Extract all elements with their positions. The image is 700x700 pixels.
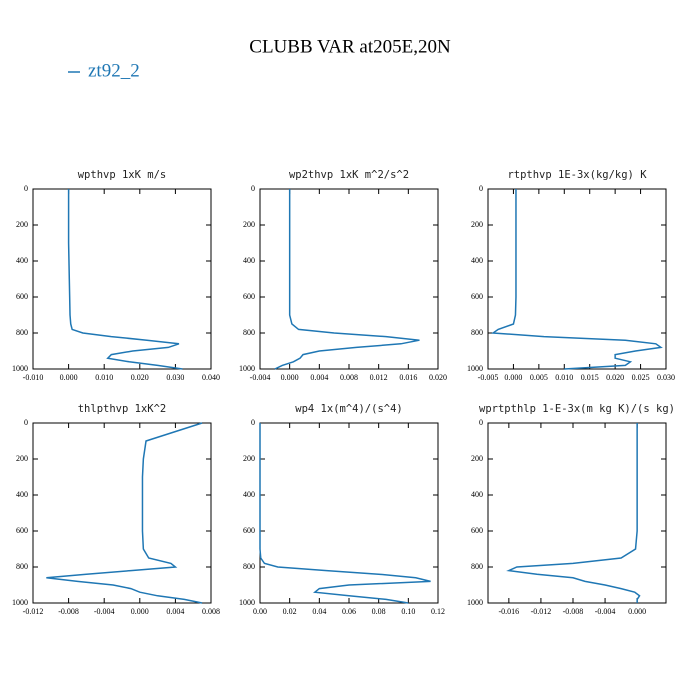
y-tick-label: 0: [479, 184, 483, 193]
x-tick-label: -0.008: [563, 607, 584, 616]
y-tick-label: 800: [471, 562, 483, 571]
x-tick-label: 0.030: [166, 373, 184, 382]
x-tick-label: 0.040: [202, 373, 220, 382]
x-tick-label: -0.005: [478, 373, 499, 382]
y-tick-label: 800: [16, 328, 28, 337]
y-tick-label: 400: [243, 490, 255, 499]
x-tick-label: -0.004: [94, 607, 115, 616]
y-tick-label: 600: [16, 526, 28, 535]
y-tick-label: 400: [16, 256, 28, 265]
x-tick-label: 0.030: [657, 373, 675, 382]
profile-line: [274, 189, 420, 370]
x-tick-label: 0.000: [281, 373, 299, 382]
profile-line: [506, 423, 641, 603]
x-tick-label: 0.000: [60, 373, 78, 382]
x-tick-label: -0.016: [499, 607, 520, 616]
x-tick-label: 0.000: [628, 607, 646, 616]
x-tick-label: 0.000: [504, 373, 522, 382]
plot-frame: [32, 188, 212, 370]
x-tick-label: 0.020: [606, 373, 624, 382]
x-tick-label: 0.06: [342, 607, 356, 616]
x-tick-label: 0.12: [431, 607, 445, 616]
y-tick-label: 200: [243, 454, 255, 463]
y-tick-label: 800: [243, 562, 255, 571]
y-tick-label: 800: [16, 562, 28, 571]
x-tick-label: 0.010: [555, 373, 573, 382]
y-tick-label: 0: [24, 418, 28, 427]
y-tick-label: 200: [16, 454, 28, 463]
y-tick-label: 200: [243, 220, 255, 229]
x-tick-label: 0.020: [131, 373, 149, 382]
x-tick-label: -0.012: [531, 607, 552, 616]
y-tick-label: 400: [16, 490, 28, 499]
x-tick-label: 0.015: [581, 373, 599, 382]
x-tick-label: 0.012: [370, 373, 388, 382]
x-tick-label: 0.00: [253, 607, 267, 616]
y-tick-label: 1000: [467, 598, 483, 607]
x-tick-label: 0.004: [166, 607, 184, 616]
y-tick-label: 200: [471, 454, 483, 463]
x-tick-label: 0.025: [632, 373, 650, 382]
x-tick-label: -0.004: [250, 373, 271, 382]
x-tick-label: -0.008: [58, 607, 79, 616]
x-tick-label: 0.08: [372, 607, 386, 616]
y-tick-label: 400: [471, 256, 483, 265]
subplot-title: wp4 1x(m^4)/(s^4): [295, 403, 402, 415]
subplot-title: wp2thvp 1xK m^2/s^2: [289, 169, 409, 181]
y-tick-label: 600: [16, 292, 28, 301]
profile-line: [490, 189, 663, 370]
figure-title: CLUBB VAR at205E,20N: [249, 36, 451, 57]
y-tick-label: 1000: [12, 364, 28, 373]
x-tick-label: 0.02: [283, 607, 297, 616]
plot-frame: [487, 422, 667, 604]
y-tick-label: 1000: [239, 598, 255, 607]
y-tick-label: 400: [471, 490, 483, 499]
y-tick-label: 200: [16, 220, 28, 229]
y-tick-label: 1000: [467, 364, 483, 373]
y-tick-label: 0: [24, 184, 28, 193]
y-tick-label: 400: [243, 256, 255, 265]
y-tick-label: 0: [479, 418, 483, 427]
profile-line: [46, 422, 203, 604]
x-tick-label: 0.000: [131, 607, 149, 616]
y-tick-label: 1000: [239, 364, 255, 373]
subplot-title: thlpthvp 1xK^2: [78, 403, 167, 415]
y-tick-label: 600: [243, 292, 255, 301]
x-tick-label: 0.008: [340, 373, 358, 382]
y-tick-label: 200: [471, 220, 483, 229]
x-tick-label: 0.020: [429, 373, 447, 382]
profile-line: [259, 423, 431, 604]
x-tick-label: -0.010: [23, 373, 44, 382]
x-tick-label: 0.010: [95, 373, 113, 382]
x-tick-label: 0.016: [399, 373, 417, 382]
x-tick-label: 0.04: [312, 607, 326, 616]
y-tick-label: 800: [471, 328, 483, 337]
subplot-title: wprtpthlp 1-E-3x(m kg K)/(s kg): [479, 403, 675, 415]
y-tick-label: 0: [251, 184, 255, 193]
x-tick-label: 0.004: [310, 373, 328, 382]
x-tick-label: -0.012: [23, 607, 44, 616]
legend-label: zt92_2: [88, 60, 140, 81]
subplot-title: wpthvp 1xK m/s: [78, 169, 167, 181]
x-tick-label: 0.008: [202, 607, 220, 616]
y-tick-label: 0: [251, 418, 255, 427]
y-tick-label: 600: [471, 292, 483, 301]
y-tick-label: 600: [243, 526, 255, 535]
profile-line: [67, 189, 183, 370]
plot-frame: [32, 422, 212, 604]
y-tick-label: 1000: [12, 598, 28, 607]
x-tick-label: 0.005: [530, 373, 548, 382]
subplot-title: rtpthvp 1E-3x(kg/kg) K: [507, 169, 647, 181]
x-tick-label: -0.004: [595, 607, 616, 616]
x-tick-label: 0.10: [401, 607, 415, 616]
plot-frame: [259, 422, 439, 604]
y-tick-label: 600: [471, 526, 483, 535]
y-tick-label: 800: [243, 328, 255, 337]
